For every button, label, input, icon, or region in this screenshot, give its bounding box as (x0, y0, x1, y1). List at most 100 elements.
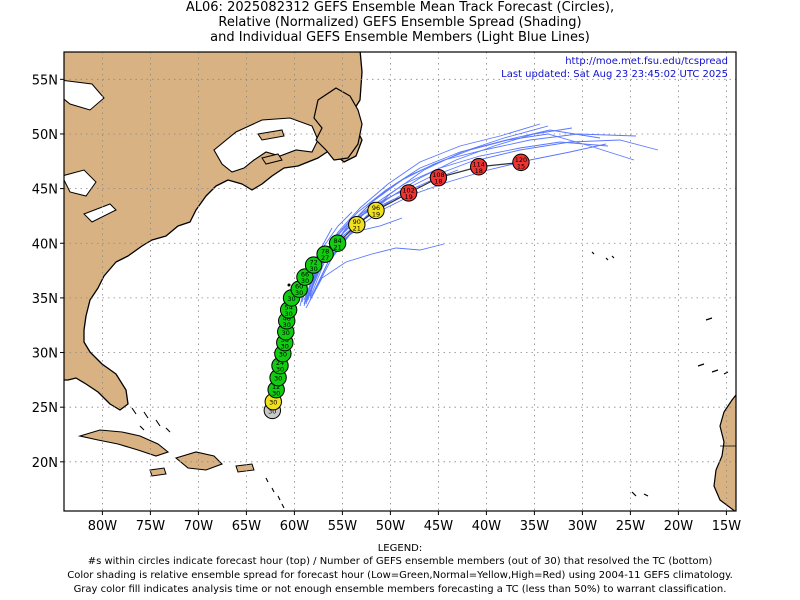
bahamas (131, 407, 171, 433)
member-count-label: 27 (321, 254, 329, 262)
africa-land (713, 394, 736, 511)
legend-line-3: Gray color fill indicates analysis time … (73, 584, 727, 595)
great-lakes (64, 169, 97, 197)
lon-tick-label: 55W (328, 519, 358, 534)
lon-tick-label: 60W (280, 519, 310, 534)
legend-heading: LEGEND: (377, 543, 423, 554)
forecast-hour-label: 72 (309, 259, 317, 267)
member-count-label: 18 (434, 178, 442, 186)
track-circle (429, 168, 448, 187)
last-updated: Last updated: Sat Aug 23 23:45:02 UTC 20… (501, 69, 728, 80)
lon-tick-label: 75W (136, 519, 166, 534)
lake-erie (83, 203, 117, 223)
forecast-hour-label: 12 (272, 383, 280, 391)
member-count-label: 30 (281, 343, 289, 351)
title-line-2: Relative (Normalized) GEFS Ensemble Spre… (218, 15, 582, 30)
lon-tick-label: 35W (520, 519, 550, 534)
member-count-label: 30 (284, 310, 292, 318)
azores (591, 251, 615, 261)
mean-track-circles: 3030123030243030363030483054303060306630… (263, 153, 530, 420)
track-circle (348, 215, 366, 234)
title-line-1: AL06: 2025082312 GEFS Ensemble Mean Trac… (185, 0, 615, 15)
lat-tick-label: 40N (32, 237, 58, 252)
lat-lon-grid (64, 52, 736, 511)
forecast-hour-label: 54 (284, 303, 292, 311)
member-count-label: 30 (295, 289, 303, 297)
track-circle (399, 184, 418, 202)
anticosti-island (257, 129, 285, 141)
track-circle (316, 245, 334, 263)
hudson-bay-edge (64, 79, 105, 111)
member-count-label: 30 (283, 321, 291, 329)
track-circle (304, 256, 323, 274)
member-count-label: 21 (333, 243, 341, 251)
hispaniola (174, 451, 223, 471)
member-count-label: 19 (372, 210, 380, 218)
lon-tick-label: 20W (664, 519, 694, 534)
member-track (311, 125, 549, 297)
lat-tick-label: 20N (32, 456, 58, 471)
track-circle (470, 158, 488, 176)
lon-tick-label: 30W (568, 519, 598, 534)
member-count-label: 18 (475, 167, 483, 175)
forecast-hour-label: 66 (301, 271, 309, 279)
gulf-st-lawrence (213, 117, 319, 173)
forecast-hour-label: 96 (372, 204, 380, 212)
member-count-label: 30 (276, 366, 284, 374)
credit-url[interactable]: http://moe.met.fsu.edu/tcspread (565, 56, 728, 67)
lat-tick-label: 30N (32, 347, 58, 362)
member-count-label: 30 (279, 351, 287, 359)
pei-island (261, 153, 283, 165)
lat-tick-label: 55N (32, 73, 58, 88)
lon-tick-label: 25W (616, 519, 646, 534)
lat-tick-label: 45N (32, 183, 58, 198)
member-count-label: 19 (404, 193, 412, 201)
member-count-label: 30 (309, 265, 317, 273)
track-circle (512, 153, 530, 172)
forecast-hour-label: 108 (432, 171, 444, 179)
track-circle (367, 201, 385, 220)
track-circle (328, 234, 347, 252)
jamaica (149, 467, 167, 477)
member-count-label: 30 (269, 399, 277, 407)
member-count-label: 30 (272, 390, 280, 398)
puerto-rico (235, 463, 255, 473)
forecast-hour-label: 114 (473, 160, 485, 168)
lon-tick-label: 40W (472, 519, 502, 534)
lat-tick-label: 35N (32, 292, 58, 307)
member-track (305, 243, 445, 309)
lat-tick-label: 25N (32, 401, 58, 416)
lon-tick-label: 50W (376, 519, 406, 534)
bermuda (287, 283, 291, 287)
track-circle (296, 268, 314, 286)
forecast-hour-label: 24 (276, 359, 284, 367)
lat-tick-label: 50N (32, 128, 58, 143)
forecast-hour-label: 90 (353, 218, 361, 226)
title-line-3: and Individual GEFS Ensemble Members (Li… (210, 30, 590, 45)
lon-tick-label: 70W (184, 519, 214, 534)
member-count-label: 30 (274, 375, 282, 383)
lon-tick-label: 45W (424, 519, 454, 534)
member-count-label: 30 (301, 277, 309, 285)
canary-islands (697, 317, 729, 375)
forecast-hour-label: 84 (333, 237, 341, 245)
forecast-hour-label: 120 (515, 156, 527, 164)
legend-line-1: #s within circles indicate forecast hour… (87, 556, 713, 567)
newfoundland (313, 87, 363, 161)
lesser-antilles (265, 477, 285, 509)
lon-tick-label: 15W (712, 519, 742, 534)
lon-tick-label: 65W (232, 519, 262, 534)
member-count-label: 15 (517, 162, 525, 170)
member-count-label: 30 (268, 407, 276, 415)
legend-line-2: Color shading is relative ensemble sprea… (67, 570, 733, 581)
